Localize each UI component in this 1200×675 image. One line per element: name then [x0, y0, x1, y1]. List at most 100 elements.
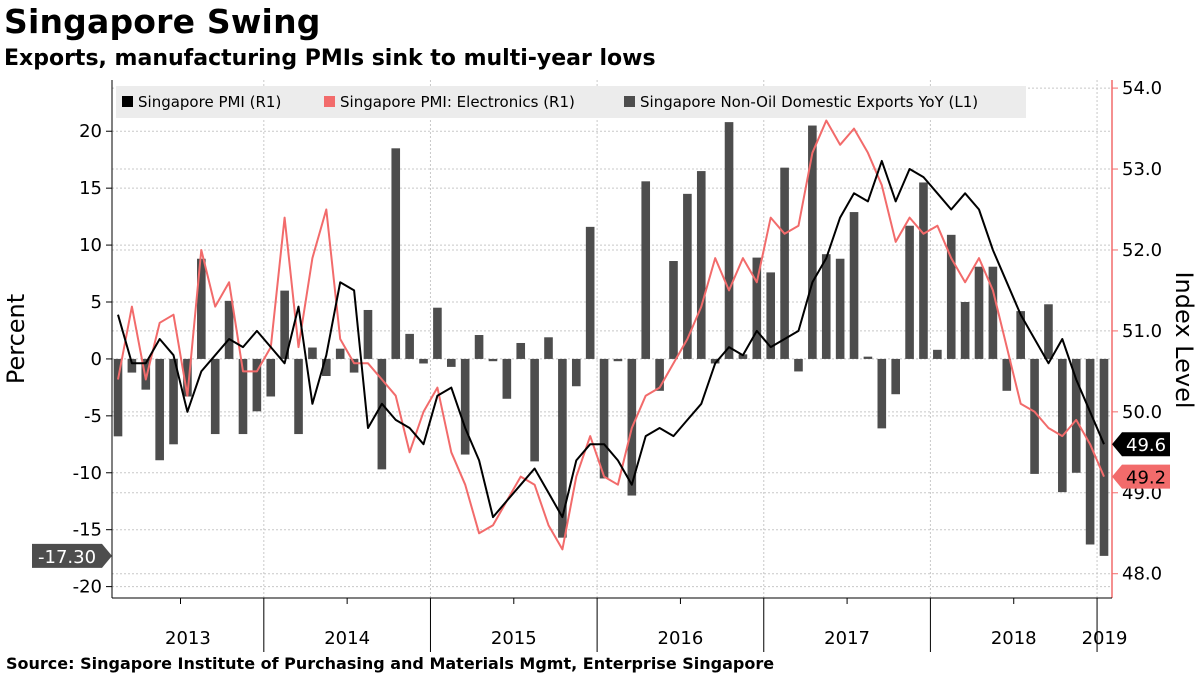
left-tick-label: 15 [79, 178, 102, 199]
right-axis-title: Index Level [1170, 271, 1198, 408]
left-axis-title: Percent [2, 294, 30, 384]
chart-subtitle: Exports, manufacturing PMIs sink to mult… [4, 46, 656, 71]
legend-label-exports: Singapore Non-Oil Domestic Exports YoY (… [640, 93, 978, 111]
exports-bar [1085, 358, 1095, 545]
exports-bar [294, 358, 303, 435]
legend-label-pmi: Singapore PMI (R1) [138, 93, 281, 111]
exports-bar [960, 302, 970, 359]
legend-box [116, 86, 1026, 118]
exports-bar [821, 254, 831, 359]
year-label: 2013 [165, 628, 211, 649]
exports-bar [613, 358, 623, 362]
exports-bar [780, 167, 789, 359]
exports-bar [530, 358, 539, 462]
electronics-callout-label: 49.2 [1126, 468, 1166, 489]
year-label: 2016 [658, 628, 704, 649]
exports-bar [335, 348, 345, 359]
exports-bar [558, 358, 567, 538]
exports-bar [474, 335, 484, 359]
exports-bar [155, 358, 164, 461]
year-label: 2015 [491, 628, 537, 649]
exports-bar [1016, 311, 1025, 359]
source-note: Source: Singapore Institute of Purchasin… [6, 654, 775, 673]
exports-bar [197, 258, 206, 359]
exports-bar [183, 358, 192, 397]
exports-bar [169, 358, 178, 445]
exports-bar [1002, 358, 1012, 391]
exports-bar [127, 358, 137, 373]
exports-bar [113, 358, 123, 437]
exports-bar [1071, 358, 1081, 473]
exports-bar [877, 358, 887, 429]
exports-bar [1044, 304, 1053, 359]
exports-bar [349, 358, 359, 373]
left-tick-label: -10 [73, 463, 102, 484]
exports-bar [502, 358, 512, 399]
chart-title: Singapore Swing [4, 2, 321, 41]
pmi-callout-box [1112, 432, 1170, 457]
exports-bar [419, 358, 428, 364]
legend: Singapore PMI (R1) Singapore PMI: Electro… [116, 86, 1026, 118]
year-label: 2017 [824, 628, 870, 649]
exports-bar [377, 358, 387, 470]
exports-bar [1058, 358, 1067, 493]
right-tick-label: 52.0 [1122, 240, 1162, 261]
exports-bar [391, 148, 401, 359]
exports-bar [641, 181, 651, 359]
exports-bar [724, 122, 734, 359]
exports-bar [738, 354, 748, 359]
exports-bar [766, 272, 776, 359]
right-tick-label: 53.0 [1122, 159, 1162, 180]
year-label: 2014 [324, 628, 370, 649]
exports-bar [585, 226, 595, 359]
exports-bar [683, 193, 692, 359]
exports-bar [849, 212, 859, 359]
pmi-line [117, 159, 1105, 519]
exports-callout-box [32, 543, 112, 568]
exports-bar [322, 358, 331, 376]
exports-bar [891, 358, 900, 395]
exports-bar [988, 266, 998, 359]
year-label: 2018 [991, 628, 1037, 649]
pmi-lines [117, 119, 1105, 551]
exports-callout-label: -17.30 [38, 547, 96, 568]
exports-bar [308, 347, 317, 359]
exports-bar [1030, 358, 1039, 474]
exports-bar [210, 358, 220, 435]
exports-bar [669, 261, 678, 359]
left-tick-label: -5 [84, 406, 102, 427]
exports-bar [433, 307, 442, 359]
legend-swatch-exports [624, 96, 635, 107]
exports-bar [794, 358, 803, 372]
exports-bar [405, 333, 414, 359]
exports-bar [808, 125, 817, 359]
right-tick-label: 51.0 [1122, 321, 1162, 342]
right-tick-label: 54.0 [1122, 78, 1162, 99]
left-tick-label: 10 [79, 235, 102, 256]
exports-bar [1099, 358, 1109, 556]
exports-bar [280, 290, 289, 359]
electronics-callout-box [1112, 464, 1170, 489]
exports-bar [266, 358, 276, 397]
left-tick-label: -20 [73, 577, 102, 598]
exports-bar [655, 358, 664, 391]
exports-bar [363, 309, 373, 359]
exports-bar [599, 358, 609, 479]
exports-bar [460, 358, 470, 455]
pmi-callout-label: 49.6 [1126, 435, 1166, 456]
value-callouts: 49.6 49.2 -17.30 [32, 432, 1170, 568]
right-tick-label: 48.0 [1122, 564, 1162, 585]
exports-bar [696, 171, 706, 359]
exports-bar [946, 234, 956, 359]
right-tick-label: 50.0 [1122, 402, 1162, 423]
left-tick-label: -15 [73, 520, 102, 541]
exports-bar [446, 358, 456, 367]
exports-bar [488, 358, 498, 362]
exports-bar [933, 349, 942, 359]
exports-bar [224, 300, 234, 359]
exports-bar [863, 356, 873, 359]
exports-bar [710, 358, 720, 364]
legend-swatch-electronics [324, 96, 335, 107]
exports-bar [752, 257, 762, 359]
